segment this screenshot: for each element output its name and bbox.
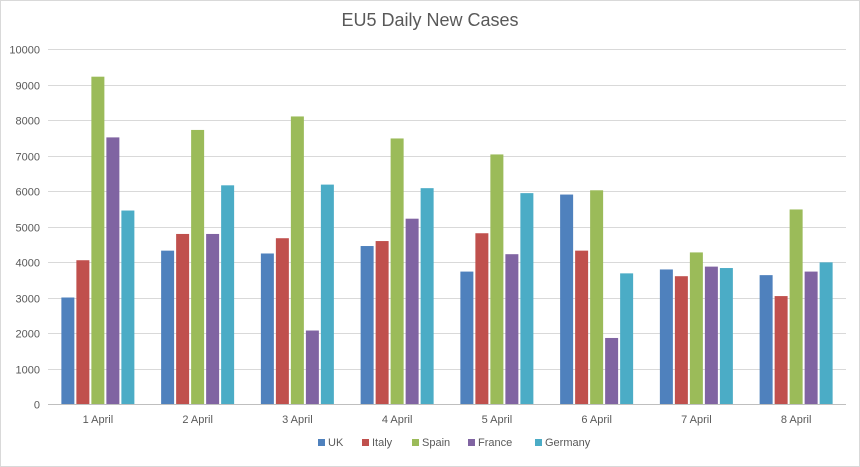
bar-uk-4 — [360, 246, 374, 404]
bar-italy-6 — [575, 250, 589, 404]
y-tick-label: 7000 — [16, 152, 40, 164]
bar-germany-1 — [121, 210, 135, 404]
bar-spain-4 — [390, 138, 404, 404]
bar-france-6 — [605, 337, 619, 404]
bar-uk-1 — [61, 297, 75, 404]
bar-germany-6 — [620, 273, 634, 404]
x-tick-label: 4 April — [382, 414, 413, 426]
bar-uk-8 — [759, 275, 773, 404]
bar-uk-2 — [161, 250, 175, 404]
bar-italy-4 — [375, 241, 389, 404]
bar-france-1 — [106, 137, 120, 404]
legend-label-germany: Germany — [545, 437, 591, 449]
bar-italy-5 — [475, 233, 489, 404]
bar-italy-2 — [176, 233, 190, 404]
bar-uk-3 — [260, 253, 274, 404]
bar-italy-7 — [674, 276, 688, 404]
legend-label-italy: Italy — [372, 437, 393, 449]
bar-germany-5 — [520, 193, 534, 404]
y-tick-label: 10000 — [9, 45, 40, 57]
bar-france-2 — [206, 233, 220, 404]
bar-france-3 — [305, 330, 319, 404]
legend-swatch-uk — [318, 439, 325, 446]
y-tick-label: 1000 — [16, 365, 40, 377]
y-tick-label: 8000 — [16, 116, 40, 128]
bar-spain-5 — [490, 154, 504, 404]
bar-france-4 — [405, 218, 419, 404]
bar-uk-6 — [560, 194, 574, 404]
y-tick-label: 0 — [34, 400, 40, 412]
x-tick-label: 7 April — [681, 414, 712, 426]
x-tick-label: 6 April — [581, 414, 612, 426]
bar-italy-8 — [774, 296, 788, 404]
legend-swatch-spain — [412, 439, 419, 446]
bar-spain-3 — [290, 116, 304, 404]
bar-germany-7 — [719, 268, 733, 404]
bar-italy-3 — [275, 238, 289, 404]
chart-title: EU5 Daily New Cases — [341, 10, 519, 30]
bar-spain-7 — [689, 252, 703, 404]
bar-germany-2 — [221, 185, 235, 404]
bar-france-8 — [804, 271, 818, 404]
y-tick-label: 4000 — [16, 258, 40, 270]
x-tick-label: 5 April — [482, 414, 513, 426]
y-tick-label: 2000 — [16, 329, 40, 341]
bar-spain-2 — [191, 129, 205, 404]
legend-swatch-germany — [535, 439, 542, 446]
y-axis-ticks: 0 1000 2000 3000 4000 5000 6000 7000 8000 9000 100… — [9, 45, 40, 412]
x-tick-label: 2 April — [182, 414, 213, 426]
legend-label-france: France — [478, 437, 512, 449]
y-tick-label: 6000 — [16, 187, 40, 199]
bars — [61, 76, 833, 404]
y-tick-label: 5000 — [16, 223, 40, 235]
legend: UK Italy Spain France Germany — [318, 437, 591, 449]
legend-label-spain: Spain — [422, 437, 450, 449]
bar-germany-3 — [320, 184, 334, 404]
bar-germany-4 — [420, 188, 434, 404]
x-tick-label: 1 April — [83, 414, 114, 426]
bar-spain-1 — [91, 76, 105, 404]
x-axis-ticks: 1 April 2 April 3 April 4 April 5 April 6 Apr… — [83, 414, 812, 426]
x-tick-label: 8 April — [781, 414, 812, 426]
bar-france-5 — [505, 254, 519, 404]
bar-uk-5 — [460, 271, 474, 404]
legend-swatch-italy — [362, 439, 369, 446]
y-tick-label: 9000 — [16, 81, 40, 93]
bar-france-7 — [704, 266, 718, 404]
bar-germany-8 — [819, 262, 833, 404]
x-tick-label: 3 April — [282, 414, 313, 426]
bar-spain-6 — [590, 190, 604, 404]
legend-swatch-france — [468, 439, 475, 446]
bar-uk-7 — [659, 269, 673, 404]
legend-label-uk: UK — [328, 437, 344, 449]
bar-spain-8 — [789, 209, 803, 404]
bar-italy-1 — [76, 260, 90, 404]
y-tick-label: 3000 — [16, 294, 40, 306]
